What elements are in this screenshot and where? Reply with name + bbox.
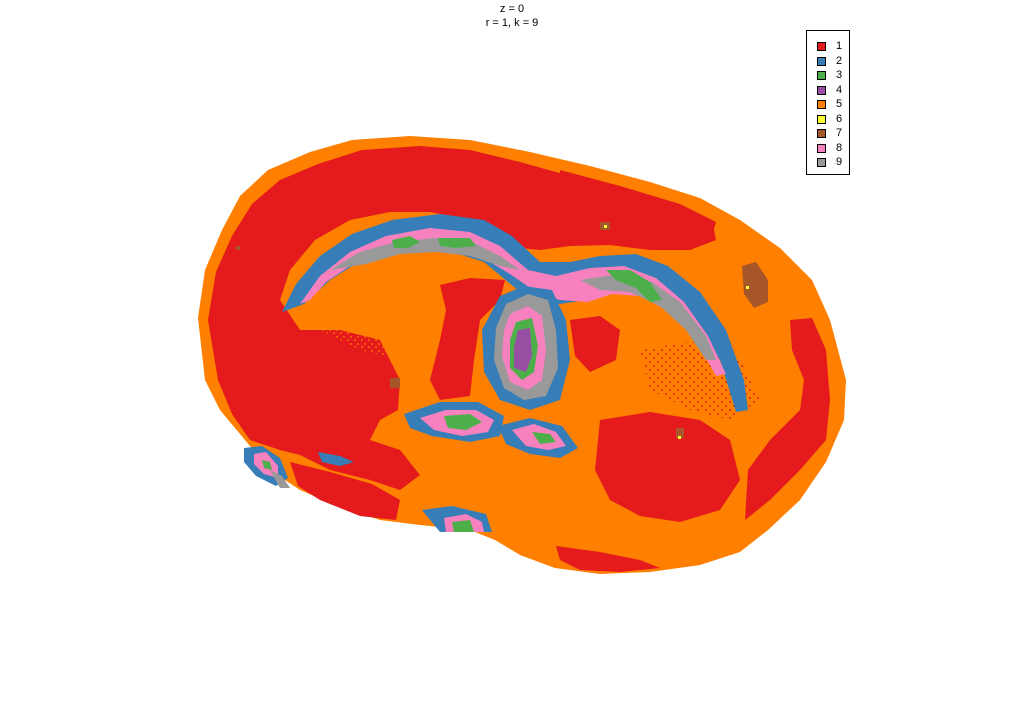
legend-item-7: 7 xyxy=(815,126,847,140)
legend-swatch xyxy=(817,56,826,66)
legend-label: 4 xyxy=(836,83,843,96)
legend: 1 2 3 4 5 6 7 8 9 xyxy=(806,30,850,175)
tissue-region-7-spot-a xyxy=(390,378,400,388)
tissue-region-1-right-edge xyxy=(745,318,830,520)
tissue-region-3-lens-right xyxy=(532,432,556,444)
legend-swatch xyxy=(817,129,826,138)
tissue-region-6-spot-a xyxy=(604,225,607,228)
tissue-region-3-lens-left xyxy=(444,414,482,430)
legend-label: 5 xyxy=(836,98,843,110)
legend-item-9: 9 xyxy=(815,155,847,169)
tissue-region-7-right xyxy=(742,262,768,308)
tissue-region-6-spot-b xyxy=(746,286,749,289)
legend-item-5: 5 xyxy=(815,97,847,111)
legend-item-3: 3 xyxy=(815,68,847,82)
legend-item-1: 1 xyxy=(815,39,847,53)
title-line-1: z = 0 xyxy=(499,3,525,15)
tissue-region-3-left-lens xyxy=(262,460,272,470)
tissue-region-3-bottom-lens xyxy=(452,520,474,532)
legend-label: 1 xyxy=(836,40,843,52)
tissue-region-7-spot-d xyxy=(236,246,240,250)
legend-swatch xyxy=(817,85,826,95)
tissue-region-1-lower-right xyxy=(595,412,740,522)
legend-label: 9 xyxy=(836,156,843,168)
legend-swatch xyxy=(817,71,826,80)
tissue-region-1-bottom xyxy=(556,546,660,572)
tissue-region-8-upper-arc xyxy=(300,228,726,376)
tissue-region-1-center xyxy=(430,278,505,400)
legend-item-8: 8 xyxy=(815,141,847,155)
legend-label: 2 xyxy=(836,54,843,67)
legend-item-2: 2 xyxy=(815,54,847,68)
legend-swatch xyxy=(817,143,826,153)
legend-swatch xyxy=(817,42,826,51)
tissue-region-3-upper-b xyxy=(438,238,476,248)
tissue-region-2-streak xyxy=(318,452,354,466)
legend-swatch xyxy=(817,100,826,109)
tissue-region-1-lower-left xyxy=(290,462,400,520)
tissue-region-6-spot-c xyxy=(678,436,681,439)
tissue-region-1-top-right xyxy=(560,170,716,244)
tissue-region-2-upper-arc xyxy=(282,214,748,412)
tissue-region-3-upper xyxy=(392,236,420,248)
legend-item-4: 4 xyxy=(815,83,847,97)
tissue-region-1-center-right xyxy=(570,316,620,372)
tissue-region-4-center xyxy=(514,328,532,372)
tissue-region-1-cortex xyxy=(208,146,716,490)
tissue-region-9-left-edge xyxy=(270,470,290,488)
legend-swatch xyxy=(817,114,826,124)
legend-label: 7 xyxy=(836,127,843,139)
tissue-region-3-right xyxy=(606,270,662,302)
plot-title: z = 0 r = 1, k = 9 xyxy=(0,2,1024,30)
title-line-2: r = 1, k = 9 xyxy=(485,17,539,29)
legend-swatch xyxy=(817,158,826,167)
legend-label: 3 xyxy=(836,69,843,81)
legend-label: 6 xyxy=(836,112,843,125)
tissue-region-7-spot-c xyxy=(676,428,684,438)
legend-item-6: 6 xyxy=(815,112,847,126)
legend-label: 8 xyxy=(836,141,843,154)
